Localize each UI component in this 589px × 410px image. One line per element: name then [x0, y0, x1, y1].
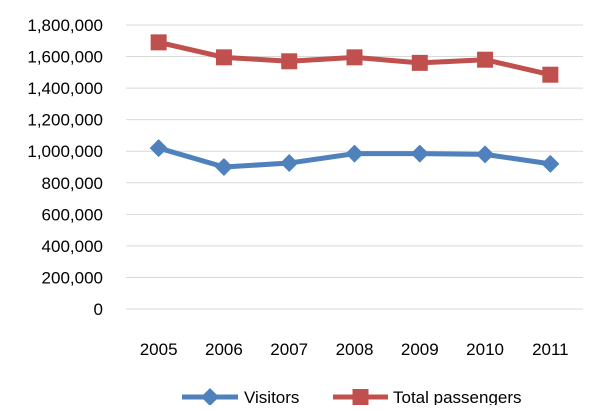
y-tick-label: 1,200,000 — [27, 111, 103, 130]
data-point — [345, 144, 364, 163]
legend-marker — [201, 388, 219, 406]
x-tick-label: 2009 — [401, 340, 439, 359]
x-tick-label: 2005 — [140, 340, 178, 359]
legend-label: Total passengers — [393, 388, 522, 405]
series-visitors — [149, 139, 560, 176]
data-point — [541, 154, 560, 173]
data-point — [280, 154, 299, 173]
data-point — [411, 54, 428, 71]
data-point — [214, 158, 233, 176]
x-tick-label: 2006 — [205, 340, 243, 359]
x-tick-label: 2008 — [336, 340, 374, 359]
data-point — [281, 53, 298, 70]
legend: Visitors Total passengers — [182, 388, 522, 407]
x-tick-label: 2010 — [466, 340, 504, 359]
y-tick-label: 800,000 — [42, 174, 103, 193]
data-point — [477, 51, 494, 68]
legend-label: Visitors — [244, 388, 299, 405]
y-tick-label: 1,600,000 — [27, 48, 103, 67]
y-tick-label: 400,000 — [42, 237, 103, 256]
x-tick-label: 2007 — [270, 340, 308, 359]
data-point — [476, 145, 495, 164]
y-axis-ticks: 0 200,000 400,000 600,000 800,000 1,000,000 1,… — [27, 16, 103, 319]
legend-item: Visitors — [182, 388, 299, 407]
y-tick-label: 1,800,000 — [27, 16, 103, 35]
data-point — [149, 139, 168, 158]
y-tick-label: 0 — [94, 300, 103, 319]
series-total-passengers — [150, 34, 559, 83]
series-lines — [149, 34, 560, 176]
x-tick-label: 2011 — [532, 340, 569, 359]
data-point — [150, 34, 167, 51]
legend-item: Total passengers — [333, 388, 522, 407]
data-point — [410, 144, 429, 163]
y-tick-label: 1,400,000 — [27, 79, 103, 98]
data-point — [346, 49, 363, 66]
y-tick-label: 600,000 — [42, 205, 103, 224]
data-point — [215, 49, 232, 66]
x-axis-ticks: 2005 2006 2007 2008 2009 2010 2011 — [140, 340, 569, 359]
y-tick-label: 1,000,000 — [27, 142, 103, 161]
data-point — [542, 66, 559, 83]
legend-marker — [352, 389, 369, 405]
y-tick-label: 200,000 — [42, 268, 103, 287]
